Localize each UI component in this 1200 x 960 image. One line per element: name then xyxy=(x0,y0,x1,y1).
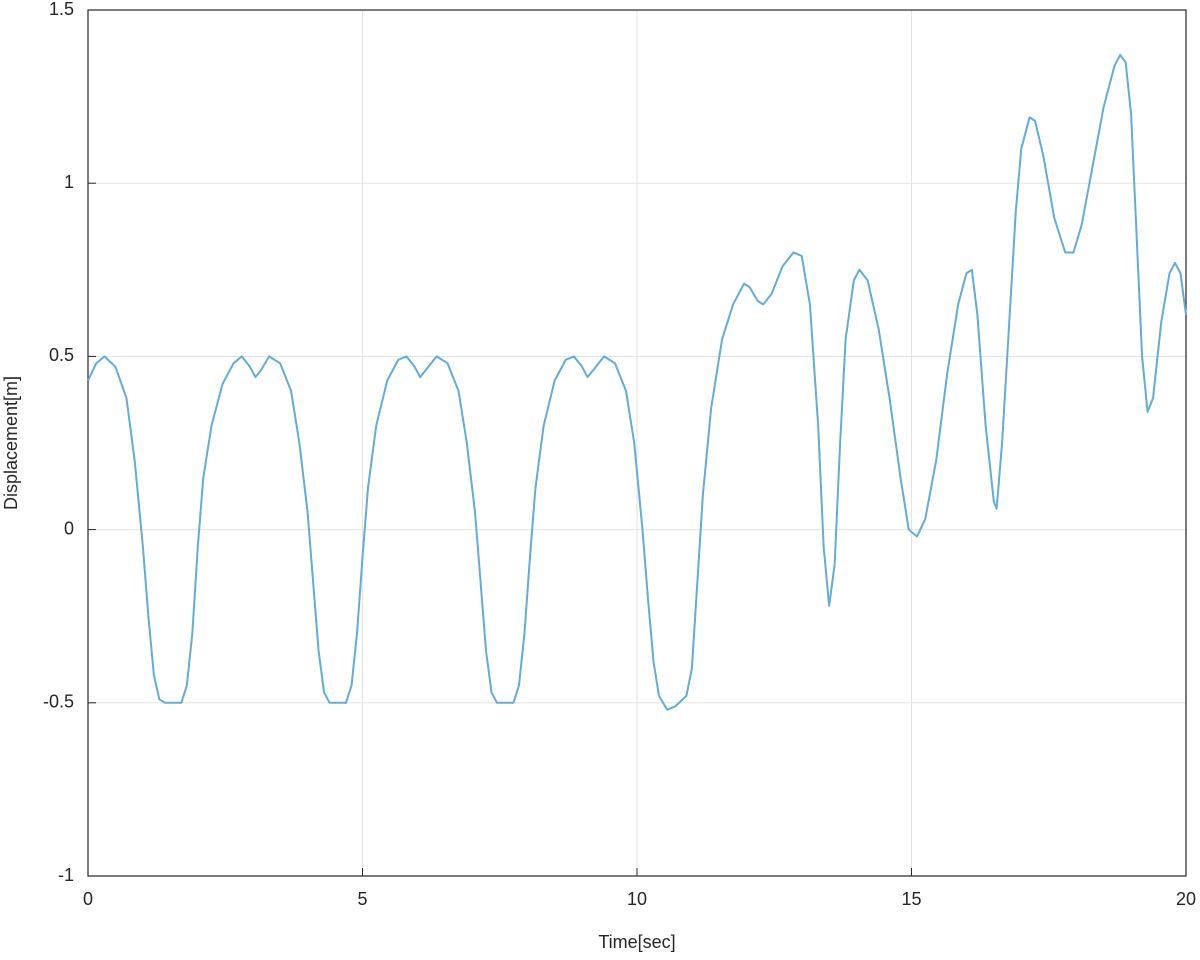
x-tick-label: 10 xyxy=(627,889,647,909)
y-tick-label: 0.5 xyxy=(49,345,74,365)
y-tick-label: 1 xyxy=(64,172,74,192)
y-axis-label: Displacement[m] xyxy=(1,376,21,510)
y-tick-label: -0.5 xyxy=(43,692,74,712)
x-tick-label: 15 xyxy=(901,889,921,909)
x-tick-label: 0 xyxy=(83,889,93,909)
x-tick-label: 5 xyxy=(357,889,367,909)
y-tick-label: 0 xyxy=(64,518,74,538)
y-tick-label: 1.5 xyxy=(49,0,74,19)
data-line xyxy=(87,54,1187,711)
x-tick-label: 20 xyxy=(1176,889,1196,909)
plot-frame xyxy=(87,9,1187,877)
x-axis-label: Time[sec] xyxy=(598,932,675,952)
y-tick-label: -1 xyxy=(58,865,74,885)
